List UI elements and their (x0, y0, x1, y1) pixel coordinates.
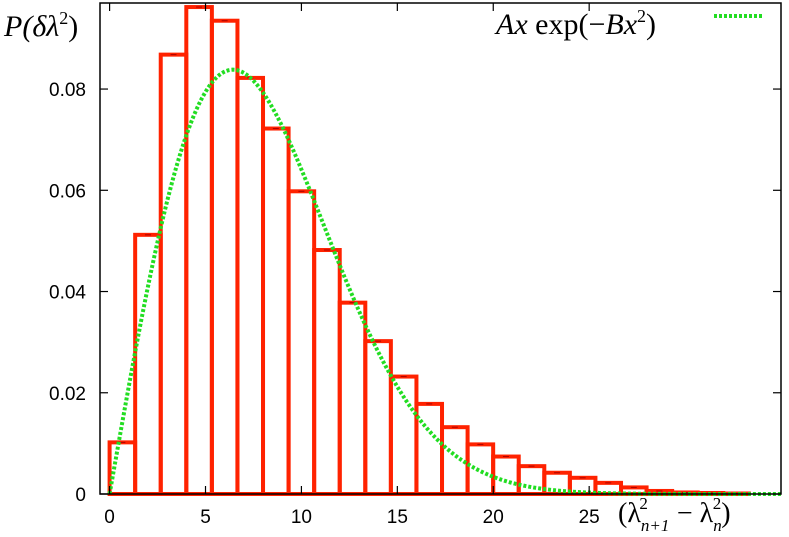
x-tick-label: 15 (387, 507, 408, 528)
x-tick-label: 0 (104, 507, 115, 528)
x-tick-label: 10 (291, 507, 312, 528)
histogram-bar (491, 454, 521, 496)
histogram-bar (158, 52, 189, 497)
y-tick-label: 0 (75, 485, 86, 506)
x-tick-label: 20 (483, 507, 504, 528)
histogram-bar (209, 18, 240, 497)
histogram-bar (133, 232, 163, 497)
plot-frame (99, 2, 782, 495)
axis-tick-labels: 0 5 10 15 20 25 0 0.02 0.04 0.06 0.08 (49, 80, 600, 528)
axis-ticks (100, 3, 781, 495)
y-tick-label: 0.06 (49, 181, 86, 202)
histogram-bar (261, 126, 291, 496)
y-axis-label: P(δλ2) (3, 8, 78, 43)
histogram-bar (286, 189, 317, 496)
histogram-bar (235, 75, 266, 496)
histogram-bar (388, 374, 419, 496)
y-tick-label: 0.02 (49, 384, 86, 405)
x-tick-label: 5 (200, 507, 211, 528)
histogram-bar (363, 339, 393, 496)
x-tick-label: 25 (579, 507, 600, 528)
legend-label: Ax exp(−Bx2) (494, 6, 656, 41)
histogram-bar (465, 442, 496, 497)
x-axis-label: (λn+12 − λn2) (618, 494, 731, 535)
histogram-bar (337, 300, 368, 497)
histogram-bar (312, 248, 342, 496)
y-tick-label: 0.04 (49, 283, 86, 304)
histogram-bar (184, 5, 214, 496)
histogram-bars (107, 5, 751, 497)
y-tick-label: 0.08 (49, 80, 86, 101)
legend: Ax exp(−Bx2) (494, 6, 762, 41)
histogram-bar (440, 425, 470, 496)
